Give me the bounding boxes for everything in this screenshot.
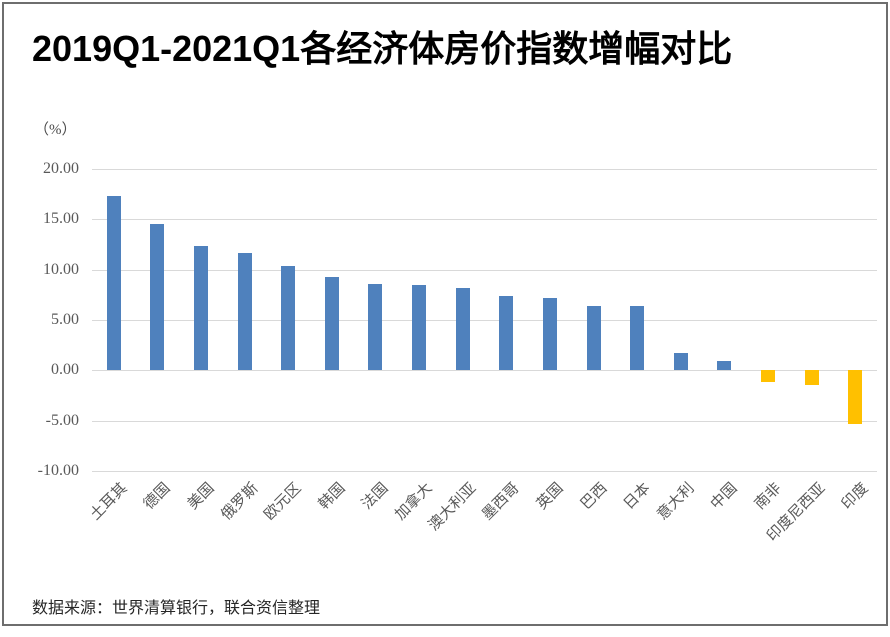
bar-日本 — [630, 305, 645, 371]
chart-title: 2019Q1-2021Q1各经济体房价指数增幅对比 — [32, 28, 733, 69]
gridline — [92, 471, 877, 472]
bar-巴西 — [586, 305, 601, 371]
x-tick-label: 巴西 — [577, 480, 611, 513]
y-tick-label: 15.00 — [43, 210, 79, 228]
x-tick-label: 欧元区 — [261, 480, 305, 524]
x-tick-label: 日本 — [621, 480, 654, 513]
bar-韩国 — [324, 276, 339, 371]
bar-美国 — [194, 245, 209, 371]
bar-印度 — [848, 370, 863, 424]
gridline — [92, 420, 877, 422]
x-tick-label: 韩国 — [315, 480, 349, 513]
x-tick-label: 英国 — [533, 480, 567, 513]
x-tick-label: 澳大利亚 — [425, 480, 480, 535]
bar-欧元区 — [281, 265, 296, 371]
bar-加拿大 — [412, 284, 427, 371]
bar-法国 — [368, 283, 383, 371]
x-tick-label: 中国 — [708, 480, 741, 513]
plot-area: 20.00 15.00 10.00 5.00 0.00 -5.00 -10.00 土耳其 德国美… — [38, 161, 877, 545]
gridline — [92, 370, 877, 372]
x-tick-label: 意大利 — [654, 480, 698, 524]
bar-俄罗斯 — [237, 252, 252, 371]
x-tick-label: 法国 — [359, 480, 393, 513]
gridline — [92, 269, 877, 271]
gridline — [92, 169, 877, 170]
y-tick-label: 0.00 — [51, 361, 79, 379]
y-tick-label: 20.00 — [43, 160, 79, 177]
chart-frame: 2019Q1-2021Q1各经济体房价指数增幅对比 （%） 20.00 15.00… — [2, 2, 888, 626]
y-tick-label: 5.00 — [51, 311, 79, 328]
bar-德国 — [150, 224, 165, 371]
bar-墨西哥 — [499, 295, 514, 371]
bar-澳大利亚 — [455, 287, 470, 371]
bar-南非 — [760, 370, 775, 383]
x-tick-label: 德国 — [141, 480, 175, 513]
y-axis-unit-label: （%） — [34, 122, 77, 138]
x-tick-label: 美国 — [185, 480, 218, 513]
source-note: 数据来源：世界清算银行，联合资信整理 — [32, 600, 321, 617]
bar-意大利 — [673, 353, 688, 371]
x-tick-label: 俄罗斯 — [218, 480, 262, 524]
bar-土耳其 — [106, 196, 121, 371]
bar-英国 — [542, 297, 557, 371]
gridline — [92, 320, 877, 321]
x-tick-label: 墨西哥 — [479, 480, 523, 524]
y-tick-label: -10.00 — [37, 462, 79, 479]
gridline — [92, 219, 877, 221]
bar-印度尼西亚 — [804, 370, 819, 386]
y-tick-label: 10.00 — [43, 260, 79, 278]
x-tick-label: 土耳其 — [87, 480, 131, 524]
x-tick-label: 南非 — [752, 480, 785, 513]
x-tick-label: 加拿大 — [392, 480, 436, 524]
x-tick-label: 印度 — [839, 480, 872, 513]
y-tick-label: -5.00 — [45, 411, 79, 429]
bar-中国 — [717, 361, 732, 371]
